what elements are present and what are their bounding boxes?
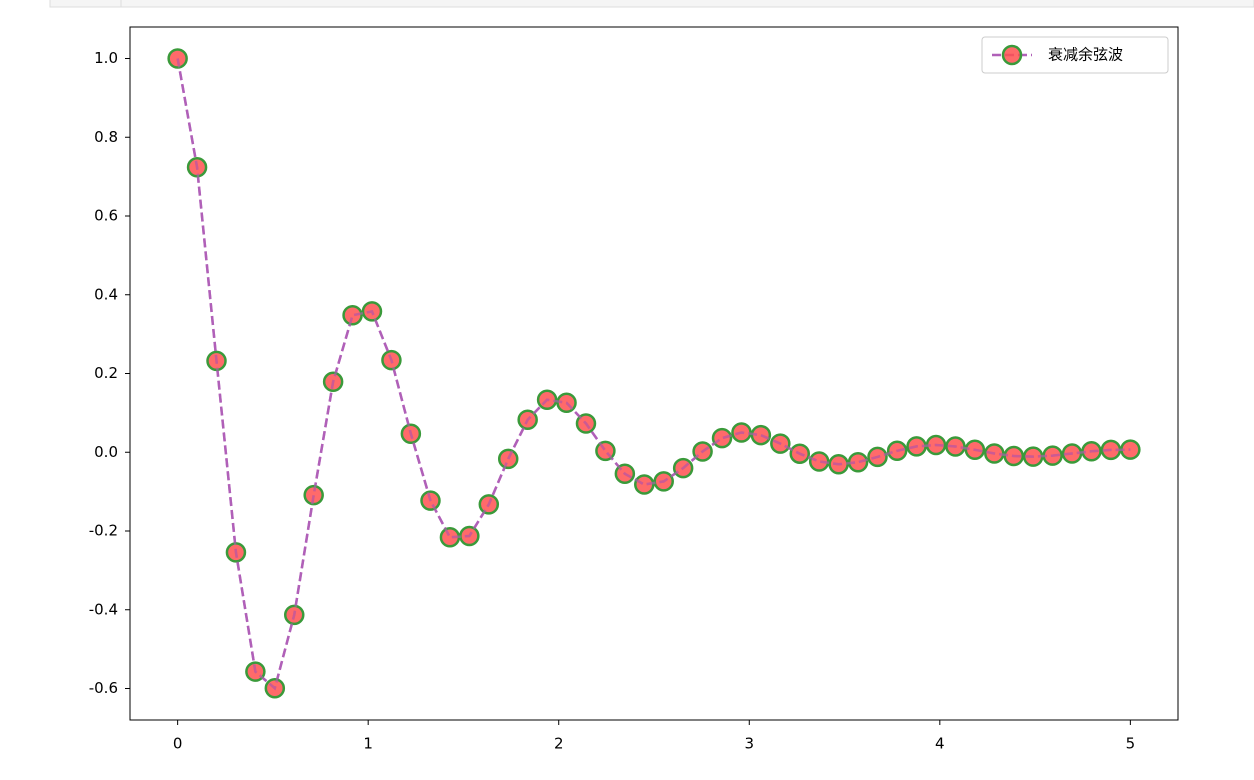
x-tick-label: 5 (1126, 735, 1136, 753)
y-tick-label: 0.2 (94, 364, 118, 382)
x-tick-label: 4 (935, 735, 945, 753)
y-tick-label: 0.4 (94, 285, 118, 303)
marker (634, 474, 655, 495)
x-tick-label: 1 (363, 735, 373, 753)
x-tick-label: 2 (554, 735, 564, 753)
marker (303, 484, 324, 506)
y-tick-label: 1.0 (94, 49, 118, 67)
y-tick-label: 0.0 (94, 443, 118, 461)
y-tick-label: -0.2 (89, 522, 118, 540)
y-tick-label: 0.8 (94, 128, 118, 146)
y-tick-label: 0.6 (94, 207, 118, 225)
legend-marker (1001, 44, 1023, 66)
marker (342, 305, 363, 326)
x-tick-label: 0 (173, 735, 183, 753)
line-overlay (176, 58, 1131, 691)
y-tick-label: -0.4 (89, 600, 118, 618)
legend-label: 衰减余弦波 (1048, 46, 1123, 64)
y-tick-label: -0.6 (89, 679, 118, 697)
marker (808, 451, 830, 472)
line (176, 58, 1131, 691)
x-tick-label: 3 (744, 735, 754, 753)
cell-header (49, 0, 1254, 8)
marker (711, 427, 733, 449)
legend-box (981, 36, 1169, 74)
